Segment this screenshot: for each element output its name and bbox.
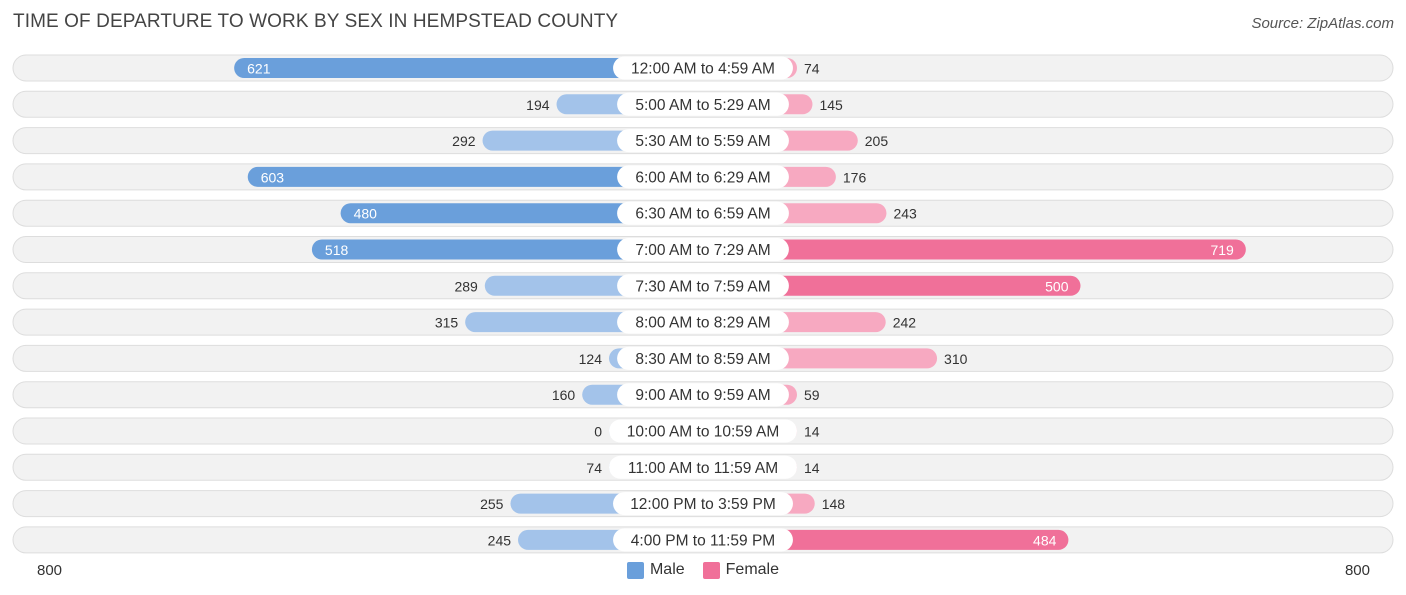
value-label-female: 74 (804, 61, 820, 77)
bar-female (703, 275, 1081, 296)
value-label-male: 603 (261, 169, 285, 185)
category-pill (613, 528, 793, 552)
value-label-male: 74 (586, 460, 602, 476)
category-pill (617, 310, 789, 334)
chart-title: TIME OF DEPARTURE TO WORK BY SEX IN HEMP… (13, 11, 619, 32)
category-pill (609, 419, 797, 443)
category-pill (617, 274, 789, 298)
category-label: 6:00 AM to 6:29 AM (635, 169, 770, 186)
value-label-male: 124 (579, 351, 603, 367)
category-pill (617, 165, 789, 189)
source-label: Source: ZipAtlas.com (1251, 15, 1394, 32)
category-pill (617, 129, 789, 153)
axis-right-label: 800 (1344, 562, 1370, 579)
bar-male (340, 203, 703, 224)
category-pill (617, 346, 789, 370)
category-pill (617, 383, 789, 407)
value-label-male: 0 (594, 424, 602, 440)
value-label-female: 145 (819, 97, 843, 113)
category-label: 4:00 PM to 11:59 PM (631, 532, 775, 549)
bar-male (247, 166, 704, 187)
category-label: 5:00 AM to 5:29 AM (635, 97, 770, 114)
legend-swatch-female (702, 561, 720, 579)
category-label: 8:00 AM to 8:29 AM (635, 315, 770, 332)
value-label-male: 480 (354, 206, 378, 222)
legend-label-male: Male (649, 561, 685, 578)
category-pill (609, 455, 797, 479)
chart-area: 621 74 12:00 AM to 4:59 AM 194 145 5:00 AM to… (12, 54, 1394, 554)
bar-female (703, 529, 1069, 550)
category-label: 12:00 PM to 3:59 PM (630, 496, 776, 513)
value-label-female: 205 (865, 133, 889, 149)
value-label-male: 292 (452, 133, 476, 149)
value-label-female: 242 (893, 315, 917, 331)
value-label-female: 484 (1033, 532, 1057, 548)
bar-female (703, 239, 1246, 260)
category-pill (613, 56, 793, 80)
value-label-male: 315 (435, 315, 459, 331)
value-label-female: 176 (843, 169, 867, 185)
bar-male (234, 58, 703, 78)
value-label-female: 310 (944, 351, 968, 367)
legend-swatch-male (626, 561, 644, 579)
value-label-male: 289 (454, 278, 478, 294)
value-label-female: 148 (822, 496, 846, 512)
value-label-male: 518 (325, 242, 349, 258)
value-label-male: 255 (480, 496, 504, 512)
category-label: 7:00 AM to 7:29 AM (635, 242, 770, 259)
axis-left-label: 800 (37, 562, 63, 579)
value-label-female: 14 (804, 460, 820, 476)
category-pill (617, 92, 789, 116)
legend: Male Female (0, 561, 1406, 579)
category-label: 5:30 AM to 5:59 AM (635, 133, 770, 150)
value-label-female: 243 (893, 206, 917, 222)
value-label-female: 14 (804, 424, 820, 440)
category-label: 10:00 AM to 10:59 AM (627, 424, 780, 441)
value-label-female: 59 (804, 387, 820, 403)
category-pill (613, 492, 793, 516)
category-pill (617, 201, 789, 225)
value-label-male: 194 (526, 97, 550, 113)
legend-item-female: Female (702, 561, 780, 579)
value-label-male: 621 (247, 61, 271, 77)
value-label-female: 500 (1045, 278, 1069, 294)
category-label: 7:30 AM to 7:59 AM (635, 278, 770, 295)
value-label-male: 160 (552, 387, 576, 403)
category-label: 11:00 AM to 11:59 AM (628, 460, 778, 477)
category-label: 8:30 AM to 8:59 AM (635, 351, 770, 368)
category-pill (617, 238, 789, 261)
legend-item-male: Male (626, 561, 685, 579)
category-label: 9:00 AM to 9:59 AM (635, 387, 770, 404)
legend-label-female: Female (725, 561, 780, 578)
category-label: 6:30 AM to 6:59 AM (635, 206, 770, 223)
bar-male (311, 239, 703, 260)
value-label-female: 719 (1210, 242, 1234, 258)
category-label: 12:00 AM to 4:59 AM (631, 61, 775, 78)
value-label-male: 245 (488, 532, 512, 548)
